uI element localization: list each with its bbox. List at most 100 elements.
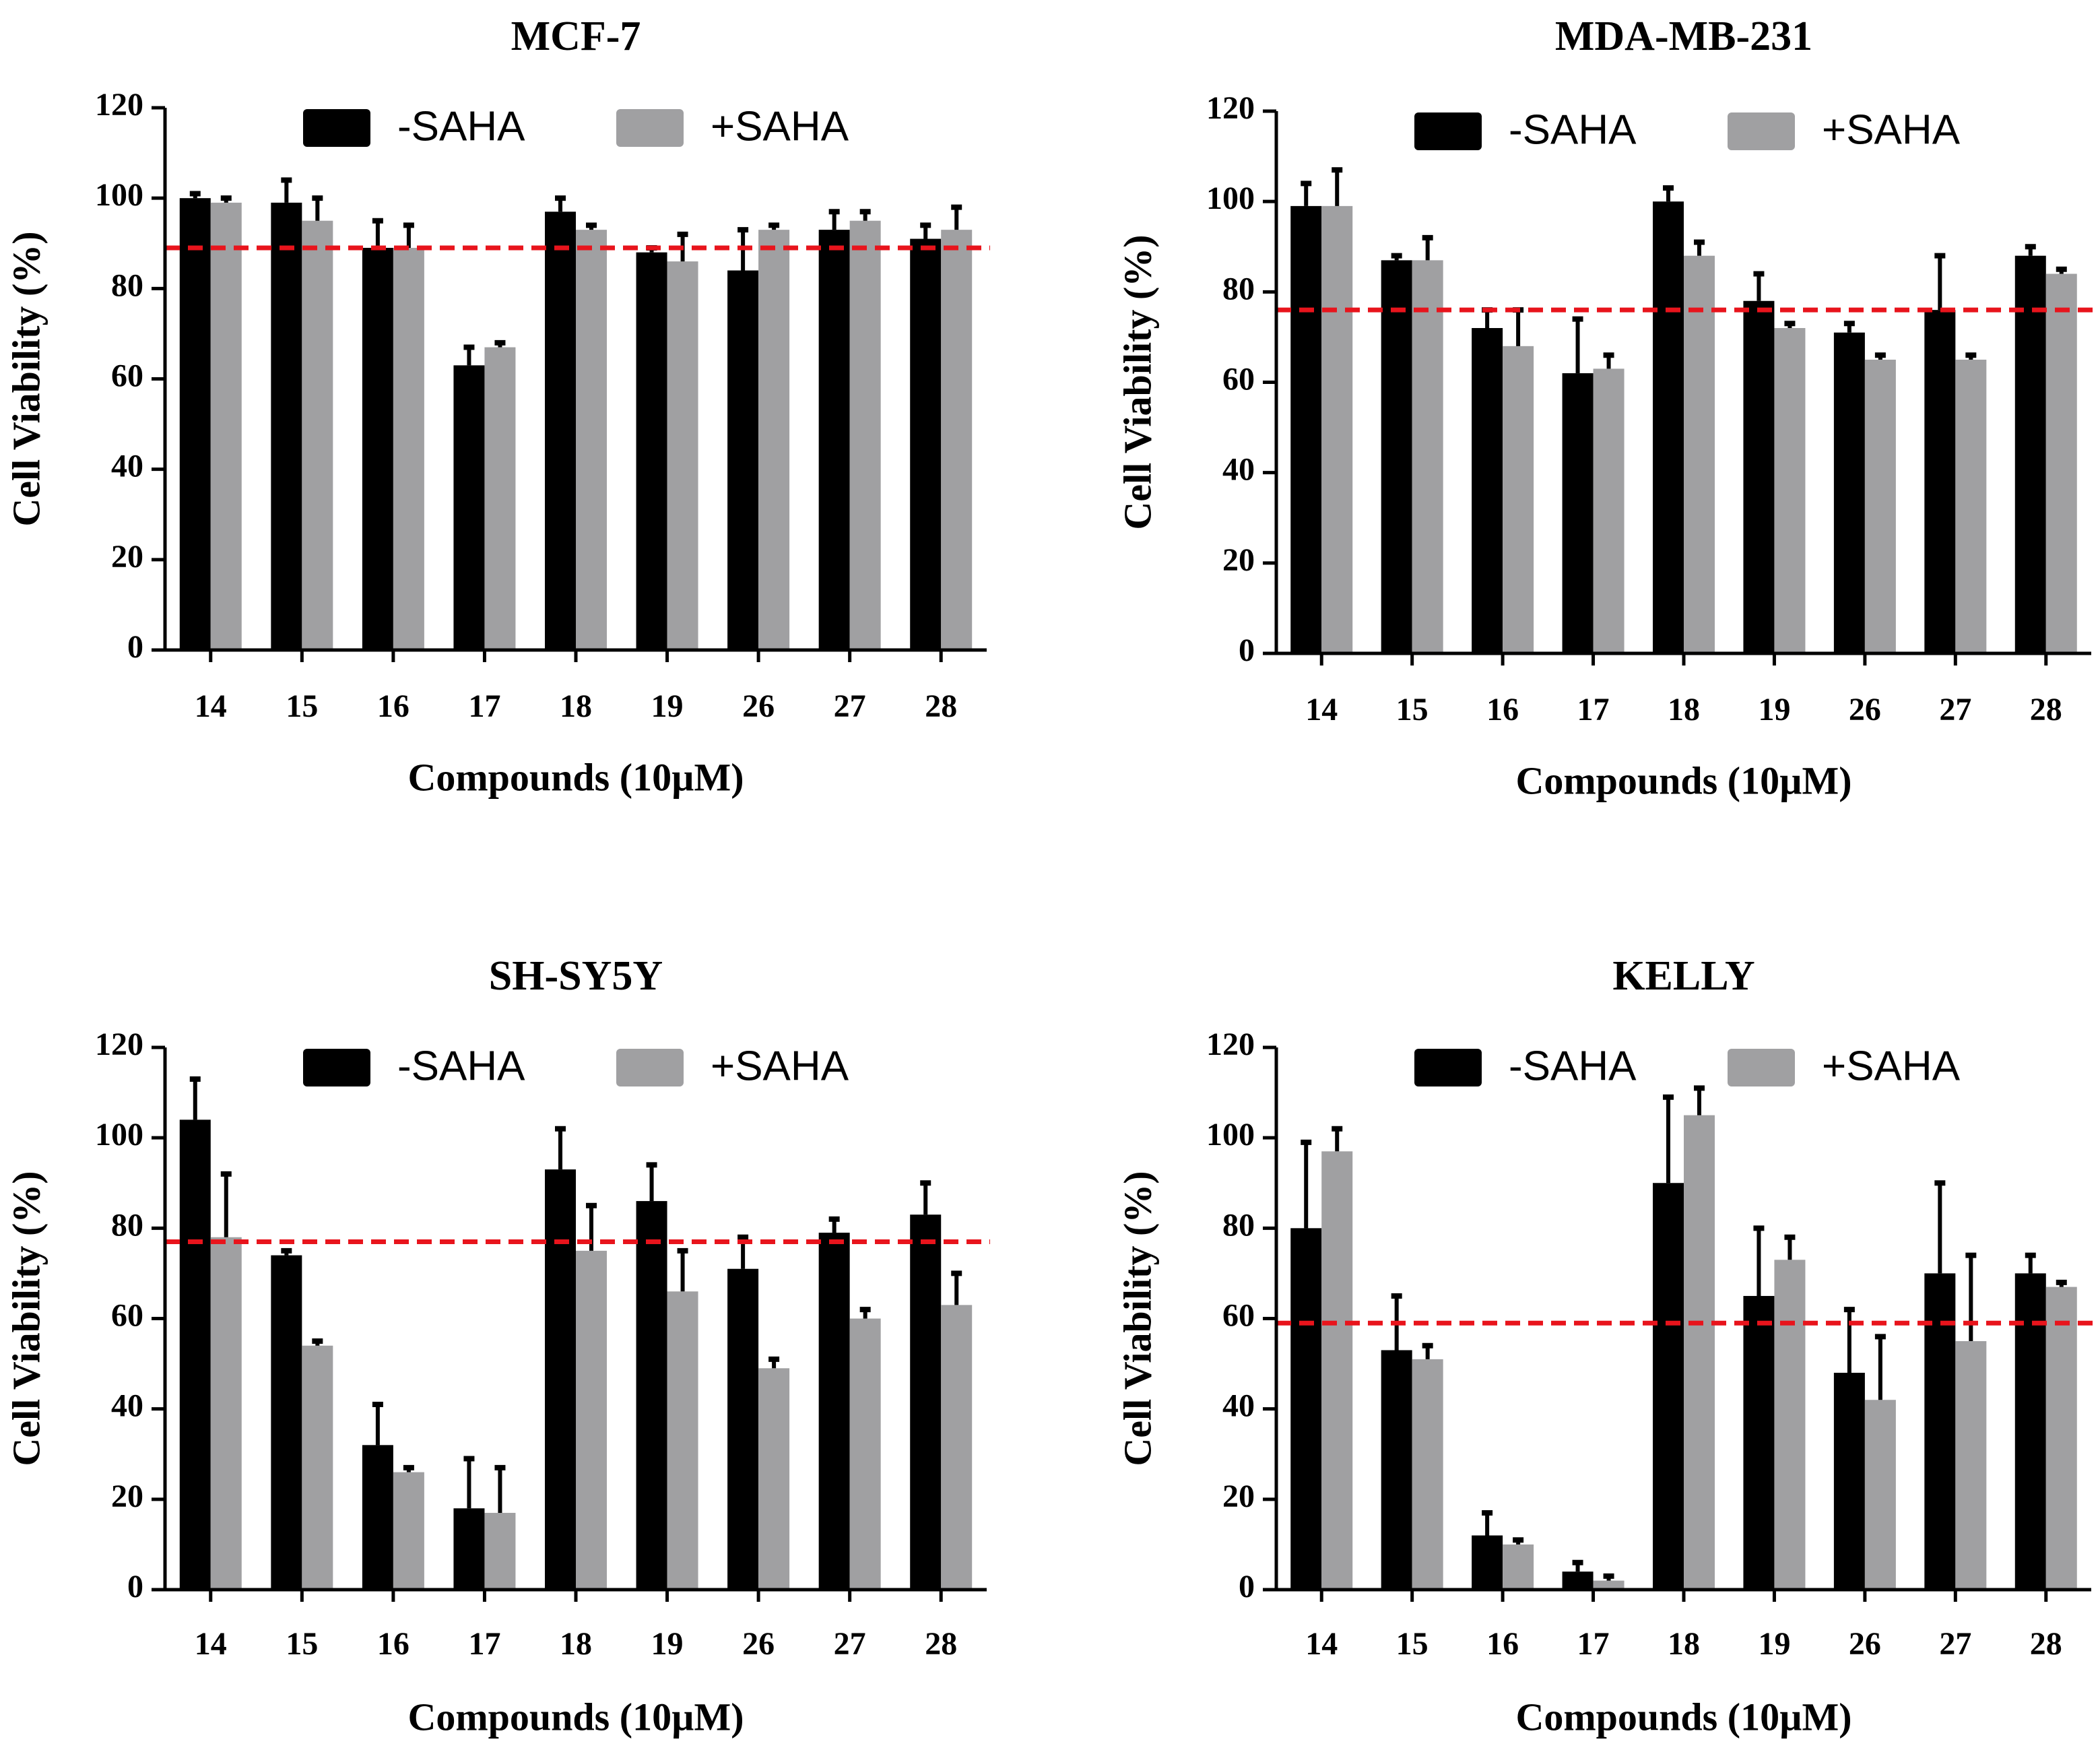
bar [1290,205,1322,653]
bar [210,1237,242,1590]
bar [362,1445,393,1590]
bar [271,202,302,650]
x-tick-label: 26 [742,1626,775,1662]
x-tick-label: 27 [1939,692,1971,727]
x-axis-label: Compounds (10µM) [1515,1695,1851,1739]
chart-panel-mda-mb-231: MDA-MB-231 14 15 16 17 18 19 26 27 28 0 20 40 60 80 100… [1115,13,2095,802]
y-tick-label: 100 [1206,181,1255,216]
y-tick-label: 80 [111,267,143,303]
y-tick-label: 40 [1222,452,1255,488]
x-tick-label: 26 [1849,692,1881,727]
bar [1864,359,1896,653]
x-tick-label: 14 [195,688,227,724]
y-tick-label: 60 [1222,1298,1255,1334]
bar [362,247,393,650]
bar [484,1512,516,1590]
y-tick-label: 0 [1239,1569,1255,1604]
bar [179,198,211,651]
bar [818,230,850,650]
bar [1743,1295,1775,1590]
bar [1653,201,1684,654]
y-tick-label: 60 [1222,362,1255,397]
legend-label: +SAHA [1822,1043,1961,1089]
x-tick-label: 27 [834,1626,866,1662]
x-tick-label: 16 [377,688,409,724]
chart-panel-sh-sy5y: SH-SY5Y 14 15 16 17 18 19 26 27 28 0 20 40 60 80 100 120… [4,953,990,1739]
bar [727,270,759,650]
x-tick-label: 19 [651,1626,684,1662]
bar [1593,1580,1625,1590]
chart-title: MCF-7 [511,13,641,59]
legend-label: +SAHA [1822,106,1961,153]
bar [1503,1544,1534,1590]
x-tick-label: 28 [925,688,957,724]
bar [1924,310,1956,653]
y-tick-label: 120 [1206,90,1255,126]
bar [1833,332,1865,653]
chart-title: KELLY [1612,953,1754,999]
legend-swatch [1728,112,1795,150]
x-tick-label: 19 [651,688,684,724]
x-tick-label: 28 [925,1626,957,1662]
legend-swatch [1414,1049,1482,1086]
y-tick-label: 60 [111,358,143,394]
bar [849,220,881,650]
bar [1503,346,1534,653]
bar [545,1169,576,1590]
bar [2014,1273,2046,1590]
chart-panel-mcf-7: MCF-7 14 15 16 17 18 19 26 27 28 0 20 40 60 80 100 120 Ce… [4,13,990,799]
x-tick-label: 14 [1305,1626,1338,1662]
x-tick-label: 28 [2030,692,2062,727]
x-tick-label: 18 [1668,1626,1700,1662]
x-tick-label: 27 [1939,1626,1971,1662]
bar [758,230,790,650]
y-tick-label: 40 [111,449,143,484]
y-axis-label: Cell Viability (%) [1115,1171,1159,1466]
bar [576,1250,607,1590]
x-tick-label: 27 [834,688,866,724]
bar [576,230,607,650]
bar [910,238,942,651]
bar [636,252,667,651]
bar [210,202,242,650]
bar [667,261,698,650]
bar [1381,1350,1412,1590]
x-tick-label: 15 [286,1626,318,1662]
bar [727,1268,759,1590]
y-tick-label: 0 [127,629,143,665]
legend-label: -SAHA [1509,1043,1637,1089]
x-tick-label: 15 [286,688,318,724]
bar [1290,1228,1322,1590]
legend-label: -SAHA [397,1043,525,1089]
bar [1774,1260,1806,1590]
bar [393,1472,424,1590]
bar [1833,1373,1865,1590]
chart-title: SH-SY5Y [489,953,663,999]
bar [1562,373,1594,653]
bar [941,1305,973,1590]
y-tick-label: 100 [1206,1117,1255,1153]
x-tick-label: 14 [195,1626,227,1662]
x-axis-label: Compounds (10µM) [407,1695,744,1739]
x-tick-label: 15 [1396,692,1429,727]
y-tick-label: 120 [95,1027,143,1062]
x-tick-label: 17 [1577,692,1610,727]
x-tick-label: 18 [560,688,592,724]
bar [1472,1535,1503,1590]
y-axis-label: Cell Viability (%) [4,1171,48,1466]
x-axis-label: Compounds (10µM) [1515,758,1851,802]
legend-swatch [616,109,684,147]
x-axis-label: Compounds (10µM) [407,755,744,799]
x-tick-label: 16 [377,1626,409,1662]
bar [1381,260,1412,653]
legend-label: +SAHA [711,103,849,150]
x-tick-label: 16 [1486,692,1519,727]
y-tick-label: 100 [95,1117,143,1153]
bar [667,1291,698,1590]
bar [1924,1273,1956,1590]
chart-panel-kelly: KELLY 14 15 16 17 18 19 26 27 28 0 20 40 60 80 100 120 Ce… [1115,953,2095,1739]
x-tick-label: 26 [1849,1626,1881,1662]
y-tick-label: 40 [111,1388,143,1424]
bar [941,230,973,650]
bar [302,1345,333,1590]
